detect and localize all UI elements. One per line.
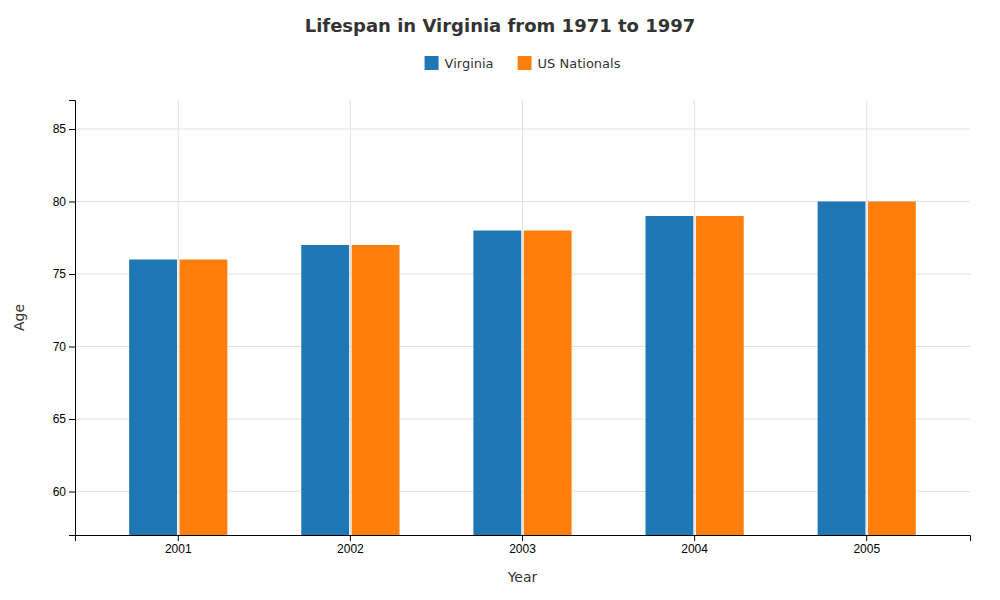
series — [180, 202, 916, 536]
tick: 2004 — [681, 535, 708, 556]
x-axis-title: Year — [507, 569, 538, 585]
legend: Virginia US Nationals — [425, 56, 621, 71]
tick-label: 2003 — [509, 542, 536, 556]
bar — [696, 216, 744, 535]
bar — [129, 260, 177, 536]
legend-swatch — [425, 56, 439, 70]
tick-mark — [522, 535, 523, 541]
tick-label: 85 — [53, 122, 67, 136]
plot-area: 2001 2002 2003 2004 2005 60 65 70 75 80 85 — [53, 100, 971, 600]
tick-mark — [69, 492, 75, 493]
tick: 2005 — [853, 535, 880, 556]
legend-label: Virginia — [445, 56, 494, 71]
tick-mark — [69, 419, 75, 420]
bar — [180, 260, 228, 536]
tick-mark — [69, 129, 75, 130]
x-axis: 2001 2002 2003 2004 2005 — [76, 535, 971, 556]
tick: 60 — [53, 485, 75, 499]
grid-line — [350, 100, 351, 535]
tick-mark — [350, 535, 351, 541]
chart: 2001 2002 2003 2004 2005 60 65 70 75 80 85 Lifespan… — [0, 0, 1000, 600]
bar — [645, 216, 693, 535]
tick: 2003 — [509, 535, 536, 556]
tick: 70 — [53, 340, 75, 354]
series — [129, 202, 865, 536]
tick-label: 60 — [53, 485, 67, 499]
tick-label: 80 — [53, 195, 67, 209]
title: Lifespan in Virginia from 1971 to 1997 — [305, 15, 696, 36]
tick-label: 2001 — [165, 542, 192, 556]
tick-label: 70 — [53, 340, 67, 354]
bar — [301, 245, 349, 535]
legend-item: Virginia — [425, 56, 494, 71]
tick-label: 75 — [53, 267, 67, 281]
tick: 75 — [53, 267, 75, 281]
tick-label: 2004 — [681, 542, 708, 556]
grid-line — [866, 100, 867, 535]
legend-item: US Nationals — [518, 56, 621, 71]
tick: 2001 — [165, 535, 192, 556]
tick-label: 2005 — [853, 542, 880, 556]
tick-mark — [694, 535, 695, 541]
legend-label: US Nationals — [538, 56, 621, 71]
axis-line — [76, 536, 971, 542]
y-axis-title: Age — [11, 304, 27, 331]
bar — [868, 202, 916, 536]
legend-swatch — [518, 56, 532, 70]
tick: 80 — [53, 195, 75, 209]
bars — [129, 202, 916, 536]
tick-mark — [69, 274, 75, 275]
bar — [473, 231, 521, 536]
tick-mark — [69, 202, 75, 203]
grid-line — [178, 100, 179, 535]
bar — [352, 245, 400, 535]
tick-label: 2002 — [337, 542, 364, 556]
tick-mark — [178, 535, 179, 541]
tick-mark — [866, 535, 867, 541]
y-axis: 60 65 70 75 80 85 — [53, 101, 76, 536]
bar — [524, 231, 572, 536]
bar — [818, 202, 866, 536]
tick: 65 — [53, 412, 75, 426]
tick-mark — [69, 347, 75, 348]
tick-label: 65 — [53, 412, 67, 426]
grid-line — [694, 100, 695, 535]
tick: 85 — [53, 122, 75, 136]
tick: 2002 — [337, 535, 364, 556]
grid-line — [522, 100, 523, 535]
axis-line — [69, 101, 76, 536]
